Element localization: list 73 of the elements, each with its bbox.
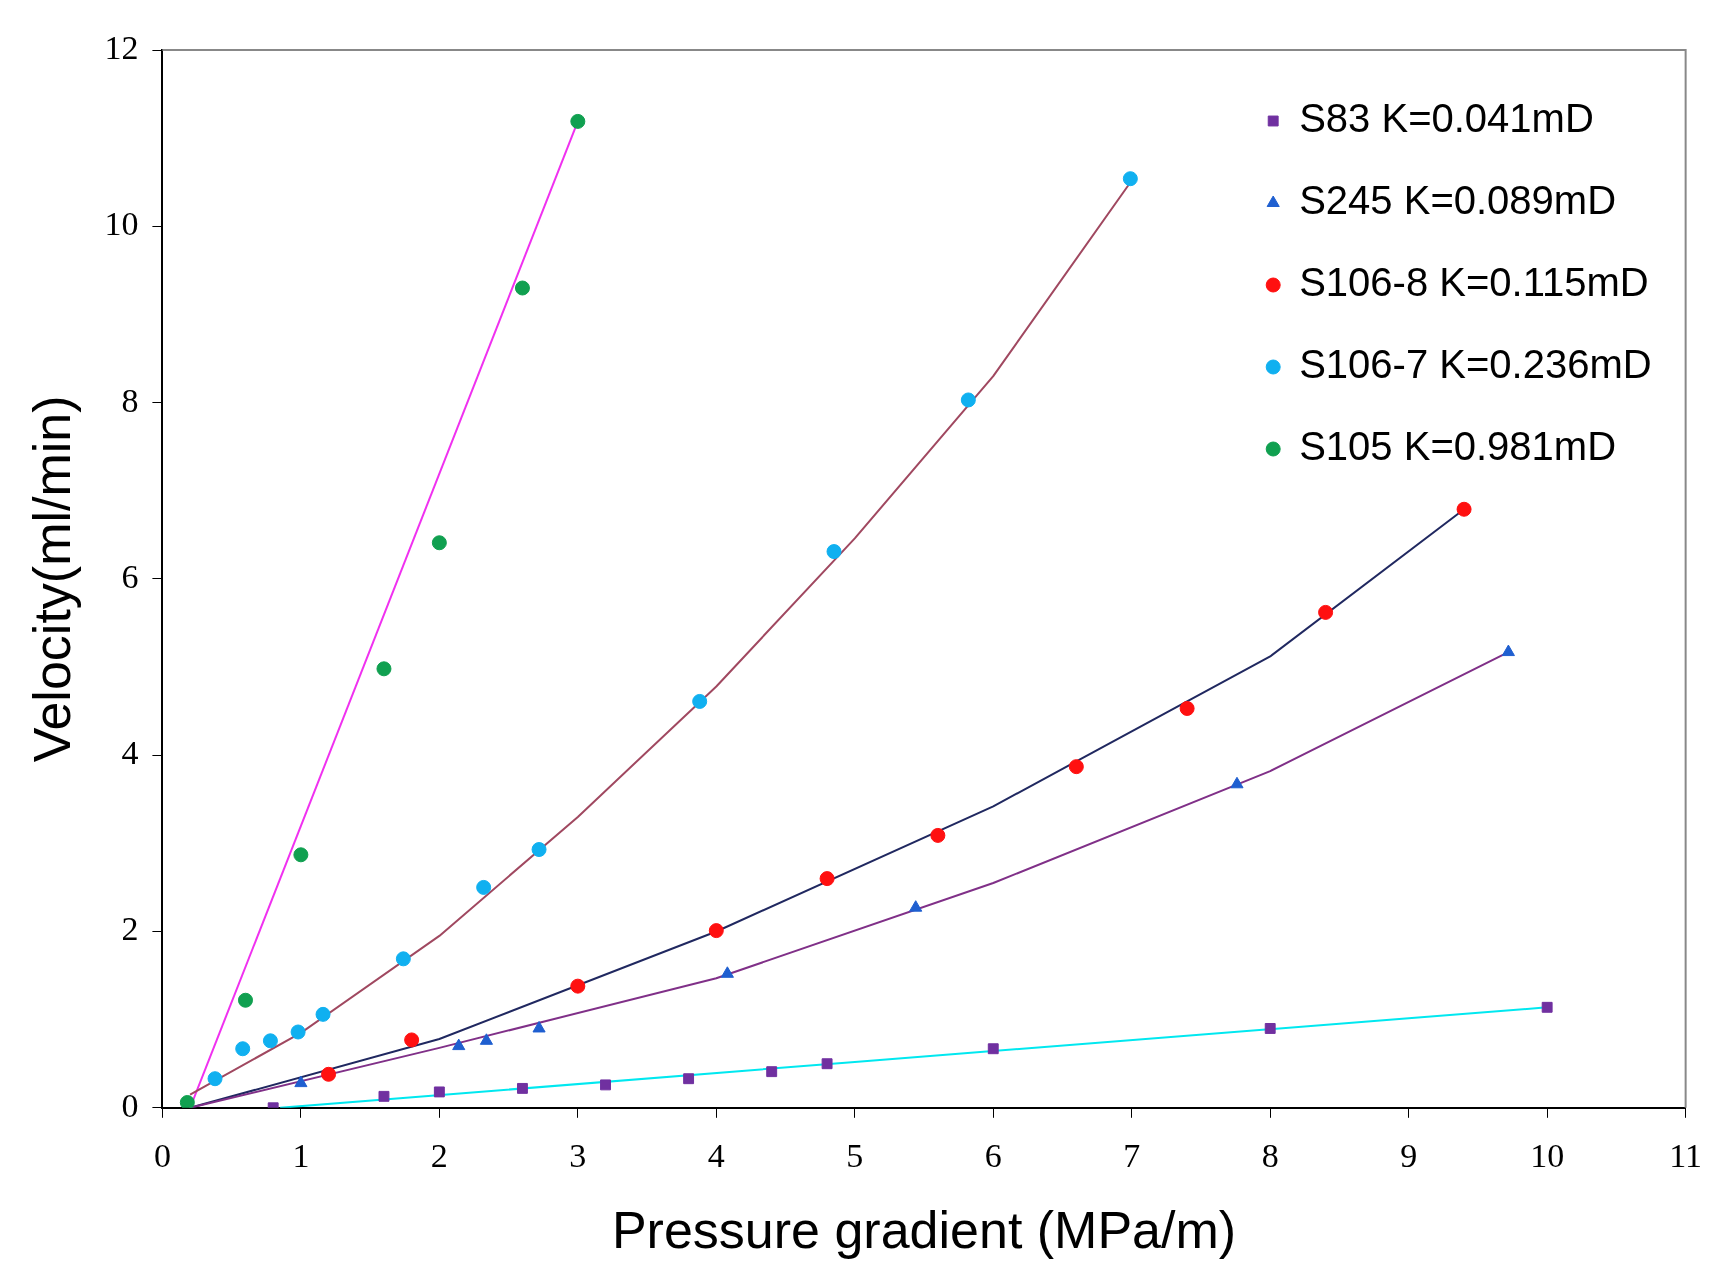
x-axis-title: Pressure gradient (MPa/m) <box>611 1201 1237 1260</box>
point <box>321 1066 337 1082</box>
point <box>1068 759 1084 775</box>
point <box>452 1038 466 1051</box>
y-tick-label: 12 <box>104 28 139 66</box>
x-tick-label: 4 <box>707 1137 725 1175</box>
point <box>766 1066 778 1078</box>
point <box>378 1090 390 1102</box>
x-tick-label: 10 <box>1530 1137 1565 1175</box>
point <box>532 1020 546 1033</box>
point <box>262 1033 278 1049</box>
point <box>179 1095 195 1108</box>
legend-label: S83 K=0.041mD <box>1299 96 1594 141</box>
point <box>476 879 492 895</box>
legend-label: S245 K=0.089mD <box>1299 178 1617 223</box>
point <box>1318 604 1334 620</box>
point <box>237 992 253 1008</box>
point <box>531 842 547 858</box>
point <box>1264 1023 1276 1034</box>
point <box>708 923 724 939</box>
point <box>1230 776 1244 789</box>
point <box>1122 171 1138 187</box>
point <box>290 1024 306 1040</box>
y-tick-label: 8 <box>121 381 139 419</box>
point <box>960 392 976 408</box>
point <box>683 1073 695 1085</box>
y-tick-label: 4 <box>121 734 139 772</box>
point <box>404 1032 420 1048</box>
point <box>293 847 309 863</box>
point <box>570 113 586 129</box>
y-tick-label: 0 <box>121 1086 139 1124</box>
y-tick-label: 2 <box>121 910 139 948</box>
x-tick-label: 1 <box>292 1137 310 1175</box>
point <box>1501 644 1515 657</box>
x-tick-label: 7 <box>1123 1137 1141 1175</box>
point <box>1456 501 1472 517</box>
legend-label: S106-7 K=0.236mD <box>1299 342 1652 387</box>
point <box>909 900 923 912</box>
point <box>433 1086 445 1098</box>
point <box>826 544 842 560</box>
y-tick-label: 10 <box>104 205 139 243</box>
y-axis-title: Velocity(ml/min) <box>22 395 81 763</box>
point <box>930 827 946 843</box>
point <box>395 951 411 967</box>
point <box>479 1033 493 1045</box>
point <box>315 1006 331 1022</box>
point <box>821 1058 833 1070</box>
point <box>1179 700 1195 716</box>
point <box>720 966 734 978</box>
legend-label: S106-8 K=0.115mD <box>1299 260 1649 305</box>
point <box>987 1043 999 1055</box>
x-tick-label: 6 <box>984 1137 1002 1175</box>
point <box>1541 1001 1553 1013</box>
point <box>431 535 447 551</box>
x-tick-label: 3 <box>569 1137 587 1175</box>
y-tick-label: 6 <box>121 557 139 595</box>
point <box>514 280 530 296</box>
x-tick-label: 8 <box>1261 1137 1279 1175</box>
point <box>235 1041 251 1057</box>
x-tick-label: 11 <box>1669 1137 1703 1175</box>
point <box>600 1079 611 1091</box>
x-tick-label: 9 <box>1400 1137 1418 1175</box>
point <box>376 661 392 677</box>
point <box>207 1071 223 1087</box>
point <box>692 693 708 709</box>
x-tick-label: 5 <box>846 1137 864 1175</box>
x-tick-label: 2 <box>430 1137 448 1175</box>
x-tick-label: 0 <box>153 1137 171 1175</box>
point <box>294 1075 308 1088</box>
point <box>516 1082 528 1094</box>
legend-label: S105 K=0.981mD <box>1299 424 1617 469</box>
point <box>819 871 835 887</box>
point <box>570 978 586 994</box>
